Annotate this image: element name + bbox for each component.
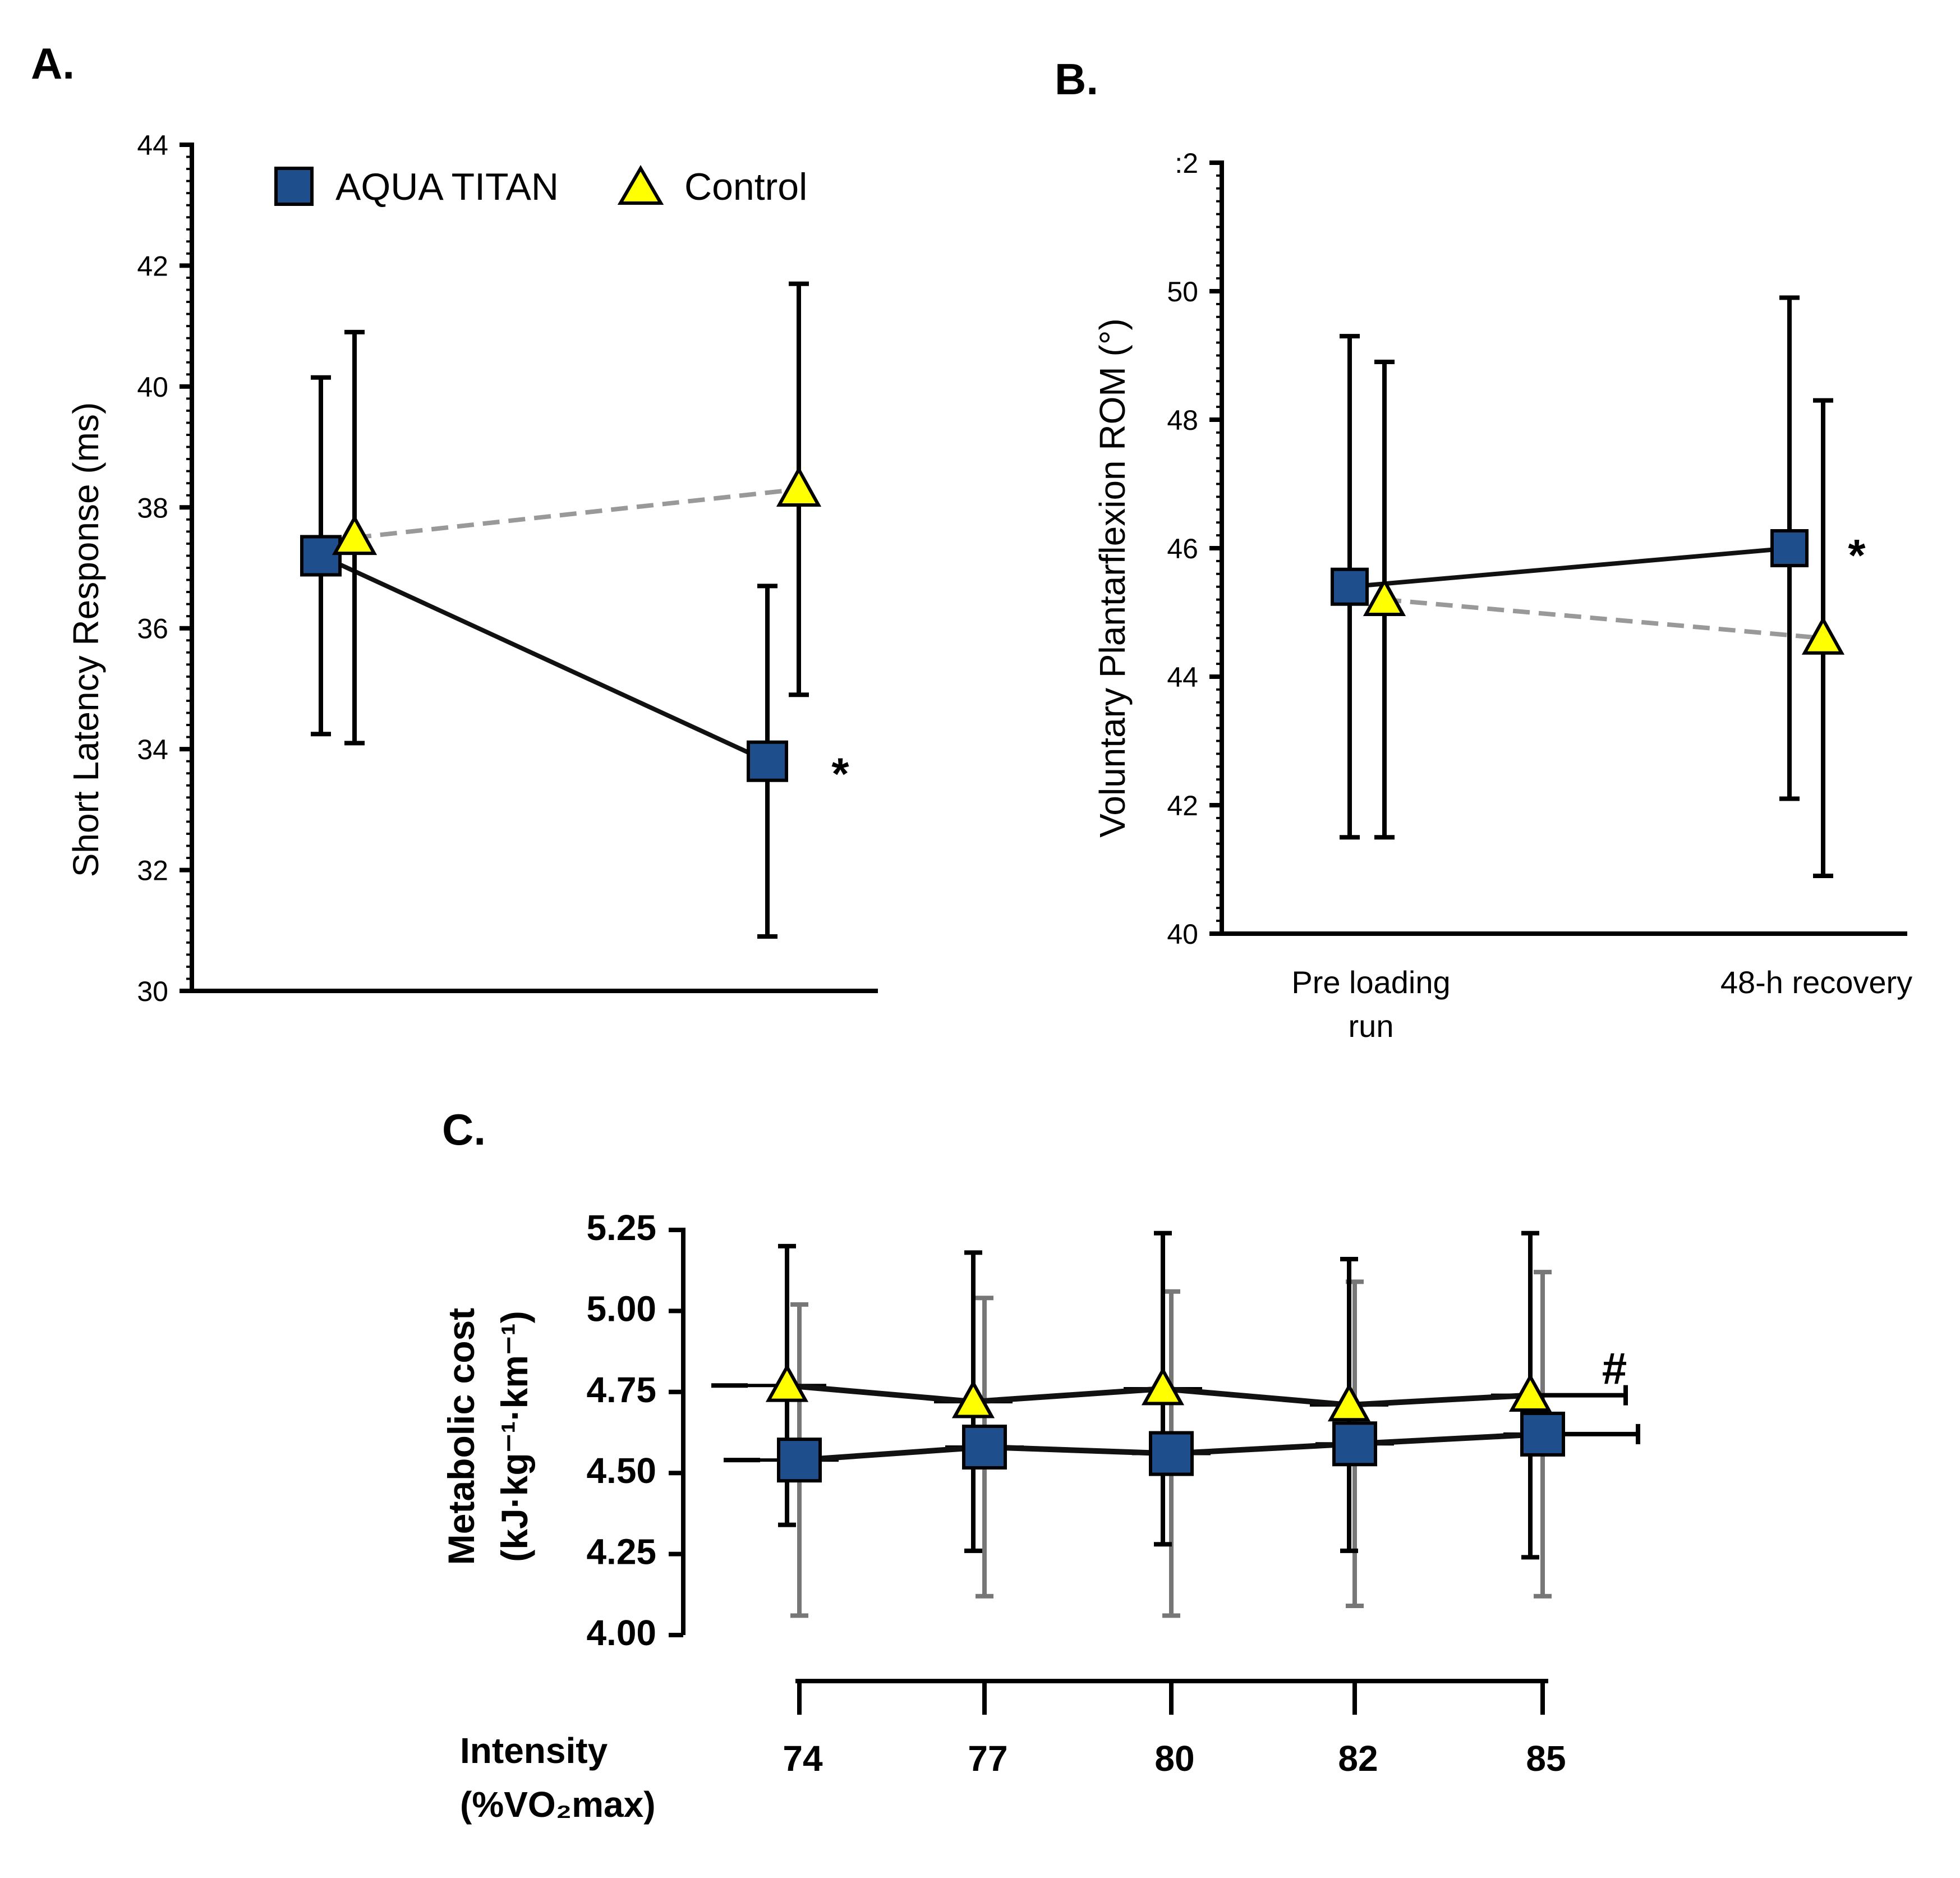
- panel-1-y-tick-label: 40: [1167, 919, 1198, 950]
- panel-0-point-aqua-titan: [747, 740, 788, 782]
- panel-2-y-tick-label: 4.50: [586, 1450, 656, 1491]
- panel-b-category-1-line1: Pre loading: [1291, 965, 1450, 1000]
- panel-b-category-1-line2: run: [1349, 1008, 1394, 1044]
- panel-b-label: B.: [1055, 54, 1098, 104]
- legend-aqua-titan-marker: [274, 167, 314, 206]
- panel-1-y-tick-label: :2: [1175, 148, 1198, 179]
- panel-2-y-tick-label: 5.25: [586, 1207, 656, 1248]
- panel-2-y-tick-label: 4.25: [586, 1532, 656, 1572]
- panel-1-plot: 40 42 44 46 48 50 :2 *: [1167, 148, 1907, 950]
- panel-0-y-tick-label: 30: [137, 976, 168, 1007]
- panel-0-y-tick-label: 42: [137, 250, 168, 282]
- panel-2-point-aqua-titan: [962, 1424, 1007, 1470]
- panel-1-point-control: [1801, 616, 1845, 655]
- panel-0-line-aqua-titan: [320, 553, 769, 764]
- panel-2-y-tick-label: 4.75: [586, 1370, 656, 1410]
- panel-2-point-aqua-titan: [1332, 1421, 1377, 1467]
- panel-1-point-aqua-titan: [1770, 529, 1809, 567]
- panel-1-significance-marker: *: [1848, 530, 1866, 580]
- panel-0-plot: 30 32 34 36 38 40 42 44 *: [137, 130, 878, 1007]
- panel-a-label: A.: [31, 39, 75, 88]
- legend-control-label: Control: [684, 166, 807, 208]
- panel-2-point-aqua-titan: [1520, 1411, 1565, 1457]
- panel-c-label: C.: [442, 1105, 486, 1154]
- panel-1-y-tick-label: 48: [1167, 405, 1198, 436]
- panel-0-y-tick-label: 40: [137, 371, 168, 403]
- panel-0-significance-marker: *: [831, 749, 849, 799]
- panel-0-y-tick-label: 44: [137, 130, 168, 161]
- panel-c-x-axis-label-line2: (%VO₂max): [460, 1784, 656, 1825]
- panel-2-y-tick-label: 5.00: [586, 1288, 656, 1329]
- panel-2-point-aqua-titan: [1149, 1431, 1194, 1476]
- panel-b-category-2: 48-h recovery: [1720, 965, 1912, 1000]
- panel-2-point-control: [951, 1379, 995, 1418]
- panel-b-y-axis-label: Voluntary Plantarflexion ROM (°): [1092, 318, 1133, 838]
- panel-a-y-axis-label: Short Latency Response (ms): [66, 402, 106, 878]
- panel-1-y-tick-label: 46: [1167, 533, 1198, 564]
- panel-0-point-control: [776, 466, 822, 507]
- panel-0-line-control: [354, 486, 799, 540]
- panel-1-y-tick-label: 42: [1167, 790, 1198, 821]
- panel-2-point-control: [765, 1363, 809, 1402]
- panel-c-x-tick-label: 77: [968, 1738, 1007, 1779]
- panel-c-y-axis-label-line2: (kJ·kg⁻¹·km⁻¹): [494, 1311, 535, 1562]
- panel-c-x-tick-label: 85: [1526, 1738, 1566, 1779]
- panel-1-y-tick-label: 44: [1167, 662, 1198, 693]
- panel-1-y-tick-label: 50: [1167, 276, 1198, 307]
- panel-2-point-control: [1508, 1373, 1552, 1412]
- panel-2-point-aqua-titan: [777, 1438, 822, 1483]
- panel-0-y-tick-label: 32: [137, 855, 168, 887]
- panel-2-significance-marker: #: [1602, 1344, 1627, 1394]
- legend-aqua-titan-label: AQUA TITAN: [335, 166, 559, 208]
- panel-0-y-tick-label: 38: [137, 492, 168, 524]
- legend-control-marker: [617, 165, 664, 205]
- panel-c-x-tick-label: 74: [783, 1738, 823, 1779]
- panel-2-plot: 4.00 4.25 4.50 4.75 5.00 5.25 74 77 80 82 85 #: [586, 1207, 1640, 1779]
- panel-0-point-aqua-titan: [300, 535, 342, 577]
- panel-0-y-tick-label: 34: [137, 734, 168, 765]
- panel-0-point-control: [332, 514, 378, 555]
- panel-0-y-tick-label: 36: [137, 613, 168, 645]
- panel-2-y-tick-label: 4.00: [586, 1613, 656, 1653]
- panel-1-point-aqua-titan: [1331, 567, 1369, 606]
- panel-c-x-tick-label: 82: [1338, 1738, 1378, 1779]
- panel-1-line-control: [1384, 597, 1824, 641]
- panel-c-x-axis-label-line1: Intensity: [460, 1730, 608, 1771]
- panel-1-line-aqua-titan: [1349, 546, 1790, 589]
- panel-c-y-axis-label-line1: Metabolic cost: [440, 1308, 482, 1565]
- panel-2-point-control: [1327, 1383, 1371, 1422]
- panel-1-point-control: [1363, 577, 1406, 616]
- panel-2-point-control: [1141, 1366, 1185, 1406]
- panel-c-x-tick-label: 80: [1154, 1738, 1194, 1779]
